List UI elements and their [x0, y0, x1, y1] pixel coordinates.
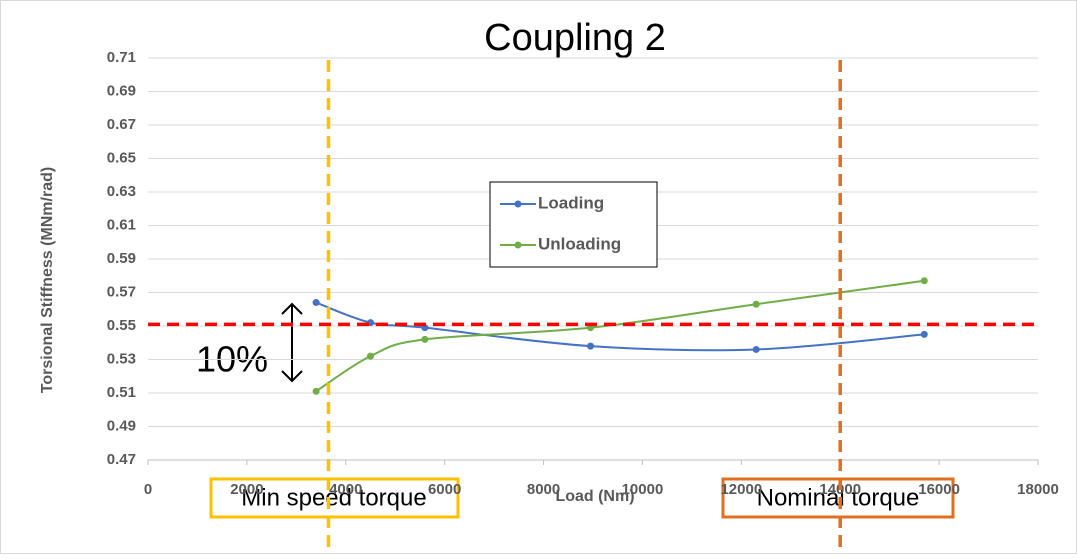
data-point [920, 330, 928, 338]
y-axis-label: Torsional Stiffness (MNm/rad) [39, 167, 56, 393]
y-tick-label: 0.47 [107, 451, 136, 468]
x-tick-label: 2000 [230, 481, 263, 498]
legend-marker [514, 241, 522, 249]
min-speed-label: Min speed torque [241, 484, 426, 511]
data-point [367, 352, 374, 360]
legend-label: Loading [538, 193, 604, 212]
min-speed-box [209, 477, 460, 519]
x-axis-label: Load (Nm) [555, 488, 634, 505]
nominal-box [721, 477, 955, 519]
data-point [421, 335, 429, 343]
y-tick-label: 0.53 [107, 350, 136, 367]
y-tick-label: 0.65 [107, 149, 136, 166]
y-tick-label: 0.71 [107, 49, 136, 66]
x-tick-label: 10000 [622, 481, 664, 498]
data-point [587, 342, 595, 350]
x-tick-label: 6000 [428, 481, 461, 498]
spread-arrow [281, 302, 303, 383]
x-tick-label: 12000 [720, 481, 762, 498]
legend-label: Unloading [538, 234, 621, 253]
nominal-label: Nominal torque [757, 484, 920, 511]
x-tick-label: 18000 [1017, 481, 1059, 498]
y-tick-label: 0.67 [107, 116, 136, 133]
data-point [920, 277, 928, 285]
y-tick-label: 0.61 [107, 216, 136, 233]
y-tick-label: 0.55 [107, 317, 136, 334]
x-tick-label: 8000 [527, 481, 560, 498]
x-tick-label: 0 [144, 481, 152, 498]
legend-marker [514, 200, 522, 208]
y-tick-label: 0.51 [107, 384, 136, 401]
data-point [752, 300, 760, 308]
y-tick-label: 0.63 [107, 183, 136, 200]
legend-box [489, 181, 658, 268]
y-tick-label: 0.59 [107, 250, 136, 267]
y-tick-label: 0.49 [107, 417, 136, 434]
legend: Loading Unloading [489, 181, 658, 268]
data-point [312, 387, 320, 395]
data-point [752, 345, 760, 353]
x-tick-label: 4000 [329, 481, 362, 498]
data-point [312, 299, 320, 307]
x-tick-label: 16000 [918, 481, 960, 498]
chart-title: Coupling 2 [484, 17, 666, 59]
y-tick-label: 0.57 [107, 283, 136, 300]
y-tick-label: 0.69 [107, 82, 136, 99]
